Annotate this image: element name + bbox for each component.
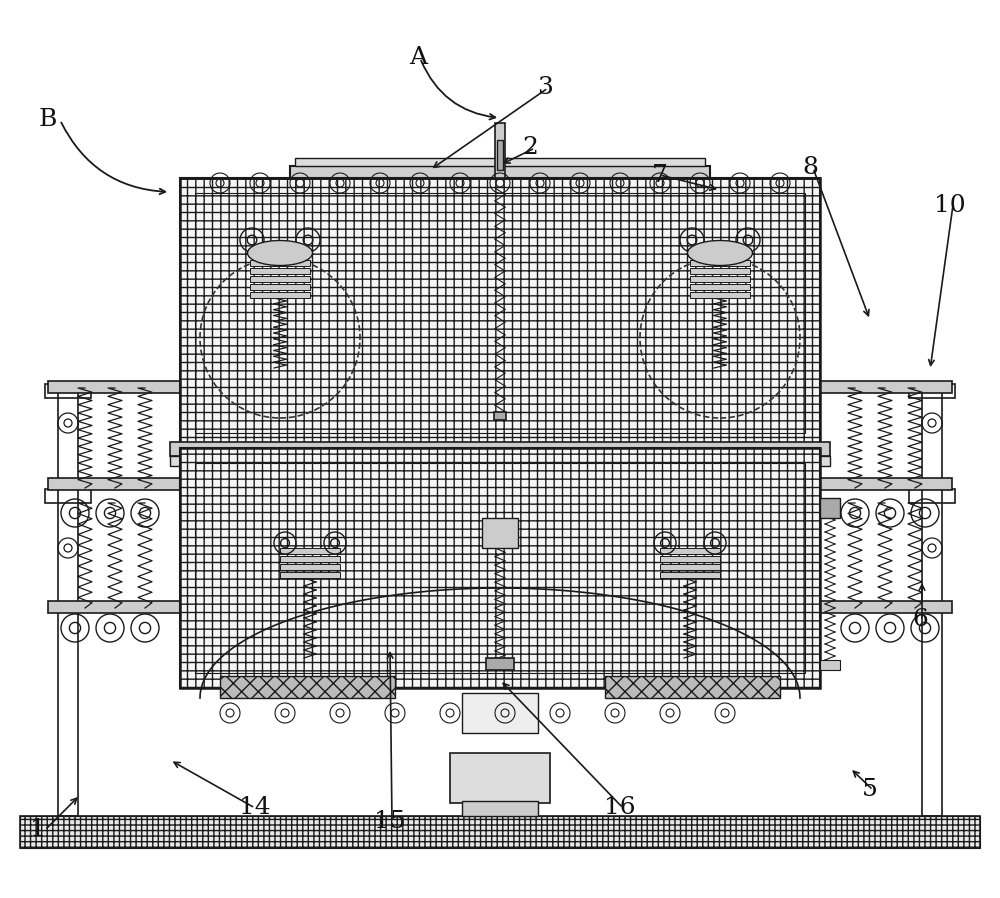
Bar: [20, 816, 980, 848]
Bar: [495, 123, 505, 178]
Bar: [250, 268, 310, 274]
Text: 14: 14: [239, 797, 271, 820]
Bar: [660, 556, 720, 562]
Bar: [280, 556, 340, 562]
Bar: [494, 412, 506, 420]
Bar: [250, 276, 310, 282]
Bar: [497, 140, 503, 170]
Text: 6: 6: [912, 609, 928, 631]
Ellipse shape: [248, 241, 312, 266]
Bar: [250, 260, 310, 266]
Text: 2: 2: [522, 136, 538, 160]
Bar: [48, 478, 183, 490]
Bar: [450, 753, 550, 803]
Bar: [690, 276, 750, 282]
Bar: [280, 564, 340, 570]
Text: 1: 1: [30, 818, 46, 841]
Bar: [180, 448, 820, 688]
Bar: [48, 601, 183, 613]
Bar: [820, 498, 840, 518]
Bar: [45, 489, 91, 503]
Bar: [462, 801, 538, 816]
Bar: [250, 284, 310, 290]
Bar: [45, 384, 91, 398]
Bar: [690, 268, 750, 274]
Text: A: A: [409, 47, 427, 69]
Text: 16: 16: [604, 797, 636, 820]
Bar: [48, 381, 183, 393]
Bar: [820, 660, 840, 670]
Text: 5: 5: [862, 779, 878, 802]
Bar: [817, 381, 952, 393]
Text: 3: 3: [537, 76, 553, 100]
Bar: [58, 386, 78, 816]
Bar: [817, 478, 952, 490]
Bar: [660, 564, 720, 570]
Text: 15: 15: [374, 811, 406, 833]
Bar: [195, 193, 805, 433]
Text: B: B: [39, 109, 57, 131]
Ellipse shape: [688, 241, 753, 266]
Bar: [290, 166, 710, 178]
Bar: [180, 448, 820, 688]
Bar: [170, 456, 830, 466]
Bar: [690, 260, 750, 266]
Bar: [482, 518, 518, 548]
Bar: [280, 572, 340, 578]
Bar: [295, 158, 705, 166]
Bar: [817, 601, 952, 613]
Bar: [605, 676, 780, 698]
Text: 8: 8: [802, 156, 818, 180]
Bar: [180, 178, 820, 448]
Text: 10: 10: [934, 193, 966, 216]
Bar: [660, 572, 720, 578]
Bar: [462, 693, 538, 733]
Bar: [220, 676, 395, 698]
Bar: [922, 386, 942, 816]
Bar: [690, 292, 750, 298]
Bar: [280, 548, 340, 554]
Bar: [180, 178, 820, 448]
Bar: [909, 384, 955, 398]
Bar: [195, 463, 805, 673]
Bar: [660, 548, 720, 554]
Bar: [909, 489, 955, 503]
Bar: [170, 442, 830, 456]
Bar: [690, 284, 750, 290]
Bar: [250, 292, 310, 298]
Text: 7: 7: [652, 163, 668, 187]
Bar: [20, 816, 980, 848]
Bar: [486, 658, 514, 670]
